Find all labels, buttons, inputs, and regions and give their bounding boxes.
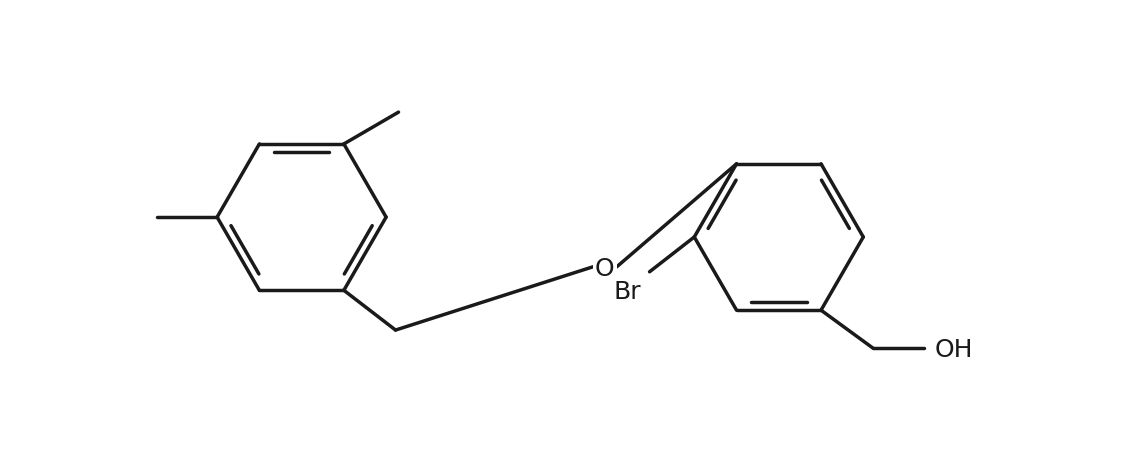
- Text: OH: OH: [935, 338, 973, 362]
- Text: O: O: [595, 257, 614, 281]
- Text: Br: Br: [614, 280, 642, 304]
